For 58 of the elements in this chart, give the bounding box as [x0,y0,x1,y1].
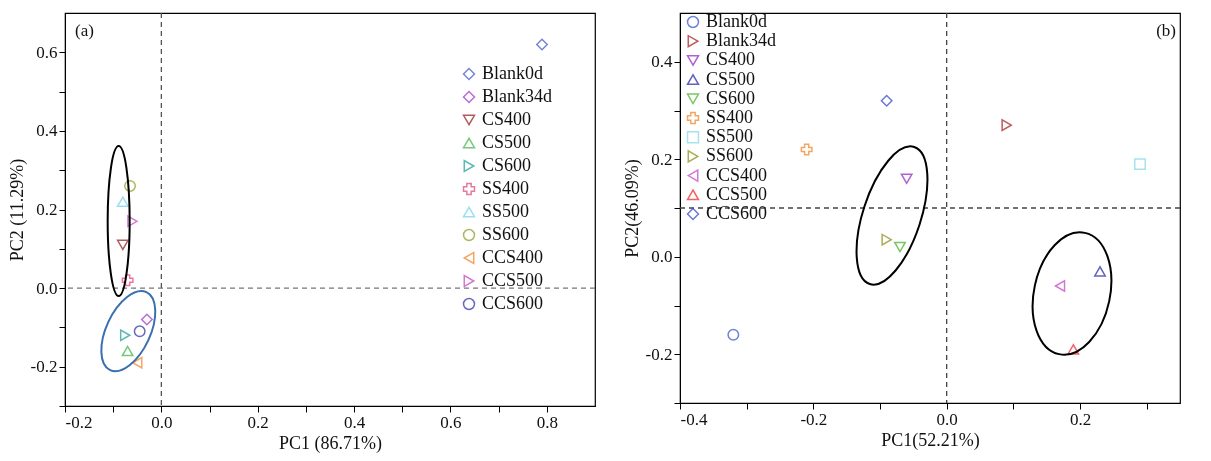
y-tick-label: 0.6 [36,42,58,62]
point [131,356,143,369]
legend-label: CS400 [482,109,532,129]
legend-label: CCS600 [482,293,544,313]
x-axis-title: PC1(52.21%) [881,429,980,451]
y-tick-label: 0.4 [36,121,58,141]
point [140,313,153,326]
x-tick-label: 0.0 [936,409,958,429]
y-tick-label: 0.0 [36,278,58,298]
point [536,38,548,51]
legend-label: CS600 [482,155,532,175]
legend-label: CCS500 [482,270,544,290]
x-tick-label: 0.6 [440,412,462,432]
x-tick-label: 0.2 [1069,409,1092,429]
legend-label: Blank0d [482,63,543,83]
x-tick-label: -0.4 [680,409,708,429]
point [116,239,129,251]
legend-label: SS500 [706,126,754,147]
x-axis-title: PC1 (86.71%) [279,432,382,454]
x-tick-label: -0.2 [800,409,828,429]
legend-label: SS400 [706,107,754,127]
x-tick-label: -0.2 [65,412,93,432]
legend-label: CCS400 [706,164,768,185]
point [124,179,137,192]
legend-label: SS400 [482,178,530,198]
point [127,215,138,228]
y-tick-label: 0.2 [36,200,58,219]
legend-label: SS600 [706,145,754,166]
y-tick-label: 0.2 [651,149,673,169]
y-tick-label: -0.2 [30,357,58,377]
y-axis-title: PC2(46.09%) [621,159,643,258]
y-tick-label: -0.2 [645,344,673,364]
annotation: (a) [75,21,94,40]
legend-label: Blank0d [706,11,767,31]
point [119,329,131,342]
legend-label: Blank34d [706,30,776,51]
x-tick-label: 0.2 [247,412,269,432]
x-tick-label: 0.4 [343,412,366,432]
legend-label: CS400 [706,49,756,70]
legend-label: CS500 [706,68,756,89]
legend-label: SS600 [482,224,530,244]
y-axis-title: PC2 (11.29%) [6,158,28,262]
point [121,274,134,287]
annotation: (b) [1156,21,1176,40]
y-tick-label: 0.4 [651,52,673,72]
point [133,325,146,338]
legend-label: CCS600 [706,203,768,223]
legend-label: CCS500 [706,183,768,204]
legend-label: Blank34d [482,86,552,106]
x-tick-label: 0.8 [536,412,558,432]
legend-label: CS600 [706,87,756,108]
x-tick-label: 0.0 [151,412,173,432]
legend-label: SS500 [482,201,530,221]
point [116,196,129,207]
point [121,345,134,357]
y-tick-label: 0.0 [651,247,673,267]
legend-label: CS500 [482,132,532,152]
legend-label: CCS400 [482,247,544,267]
